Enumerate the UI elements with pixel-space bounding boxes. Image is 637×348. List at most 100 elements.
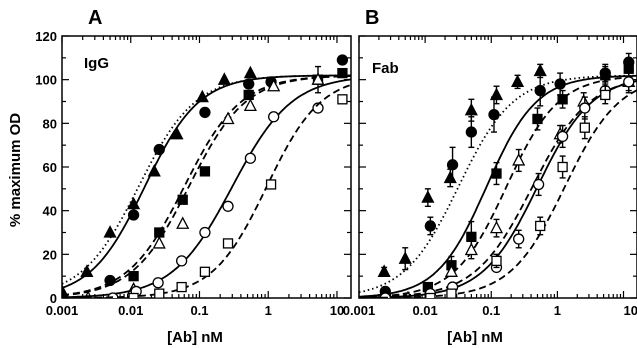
plot-area: [62, 54, 351, 298]
data-point: [443, 170, 457, 184]
data-point: [152, 277, 164, 289]
data-point: [464, 102, 478, 116]
data-point: [465, 126, 477, 138]
data-point: [425, 292, 436, 298]
data-point: [222, 238, 234, 249]
x-tick-label: 0.001: [343, 303, 376, 318]
panel-letter-a: A: [88, 7, 102, 29]
data-point: [175, 255, 188, 267]
data-point: [176, 216, 190, 229]
y-tick-label: 100: [35, 73, 57, 88]
data-point: [532, 178, 545, 191]
data-point: [444, 264, 459, 277]
y-tick-label: 80: [43, 116, 57, 131]
data-point: [265, 179, 277, 190]
series-2-fit-line: [359, 75, 637, 298]
y-axis-title: % maximum OD: [7, 113, 24, 227]
data-point: [127, 209, 140, 221]
series-4-fit-line: [359, 80, 637, 298]
data-point: [337, 67, 348, 79]
y-tick-label: 20: [43, 247, 57, 262]
y-tick-label: 60: [43, 160, 57, 175]
plot-area: [359, 52, 637, 298]
data-point: [199, 226, 211, 239]
panel-a-xlabel: [Ab] nM: [167, 329, 223, 346]
data-point: [199, 166, 211, 177]
data-point: [534, 84, 546, 97]
series-5-fit-line: [359, 89, 637, 298]
x-tick-label: 1: [265, 303, 272, 318]
data-point: [513, 233, 525, 245]
x-tick-label: 0.01: [118, 303, 143, 318]
x-tick-label: 0.1: [190, 303, 208, 318]
data-point: [623, 76, 635, 88]
data-point: [199, 106, 211, 119]
x-tick-label: 0.001: [46, 303, 79, 318]
panel-b-inset-label: Fab: [372, 60, 399, 77]
x-tick-label: 0.1: [482, 303, 500, 318]
data-point: [170, 126, 184, 140]
series-1-fit-line: [62, 74, 351, 289]
series-1-fit-line: [359, 74, 637, 298]
data-point: [128, 292, 139, 298]
y-tick-label: 40: [43, 204, 57, 219]
data-point: [535, 220, 546, 232]
data-point: [446, 159, 459, 171]
panel-a-inset-label: IgG: [84, 55, 109, 72]
data-point: [532, 113, 543, 125]
data-point: [311, 72, 325, 85]
data-point: [268, 111, 280, 123]
data-point: [491, 255, 502, 267]
data-point: [153, 143, 165, 156]
data-point: [533, 63, 547, 77]
panel-b-xlabel: [Ab] nM: [447, 329, 503, 346]
data-point: [243, 78, 255, 90]
data-point: [557, 94, 568, 105]
data-point: [579, 122, 590, 133]
data-point: [217, 72, 231, 85]
data-point: [489, 87, 504, 101]
x-tick-label: 0.01: [412, 303, 437, 318]
data-point: [554, 78, 566, 90]
data-point: [221, 111, 235, 125]
data-point: [600, 89, 611, 101]
panel-b: 0.001 0.01 0.1 1 10: [343, 35, 637, 318]
series-0-fit-line: [62, 74, 351, 285]
x-tick-label: 10: [330, 303, 344, 318]
data-point: [336, 54, 349, 66]
data-point: [466, 231, 477, 243]
data-point: [312, 102, 324, 114]
data-point: [103, 225, 117, 238]
data-point: [177, 194, 188, 205]
data-point: [556, 130, 569, 143]
data-point: [579, 102, 591, 114]
data-point: [557, 161, 568, 173]
data-point: [199, 266, 211, 277]
x-tick-label: 1: [554, 303, 561, 318]
x-tick-label: 10: [624, 303, 637, 318]
data-point: [152, 236, 166, 249]
series-3-fit-line: [62, 75, 351, 297]
data-point: [244, 152, 257, 164]
y-tick-label: 0: [50, 291, 57, 306]
data-point: [512, 153, 526, 166]
data-point: [421, 190, 435, 203]
data-point: [488, 108, 500, 121]
data-point: [491, 168, 502, 179]
data-point: [267, 78, 281, 92]
data-point: [128, 271, 139, 282]
data-point: [243, 89, 254, 101]
data-point: [510, 74, 525, 87]
data-point: [176, 281, 187, 293]
data-point: [337, 94, 348, 105]
data-point: [222, 200, 234, 212]
data-point: [243, 65, 257, 79]
data-point: [243, 98, 257, 112]
y-tick-label: 120: [35, 29, 57, 44]
data-point: [377, 264, 391, 277]
data-point: [379, 292, 391, 298]
data-point: [600, 70, 611, 81]
